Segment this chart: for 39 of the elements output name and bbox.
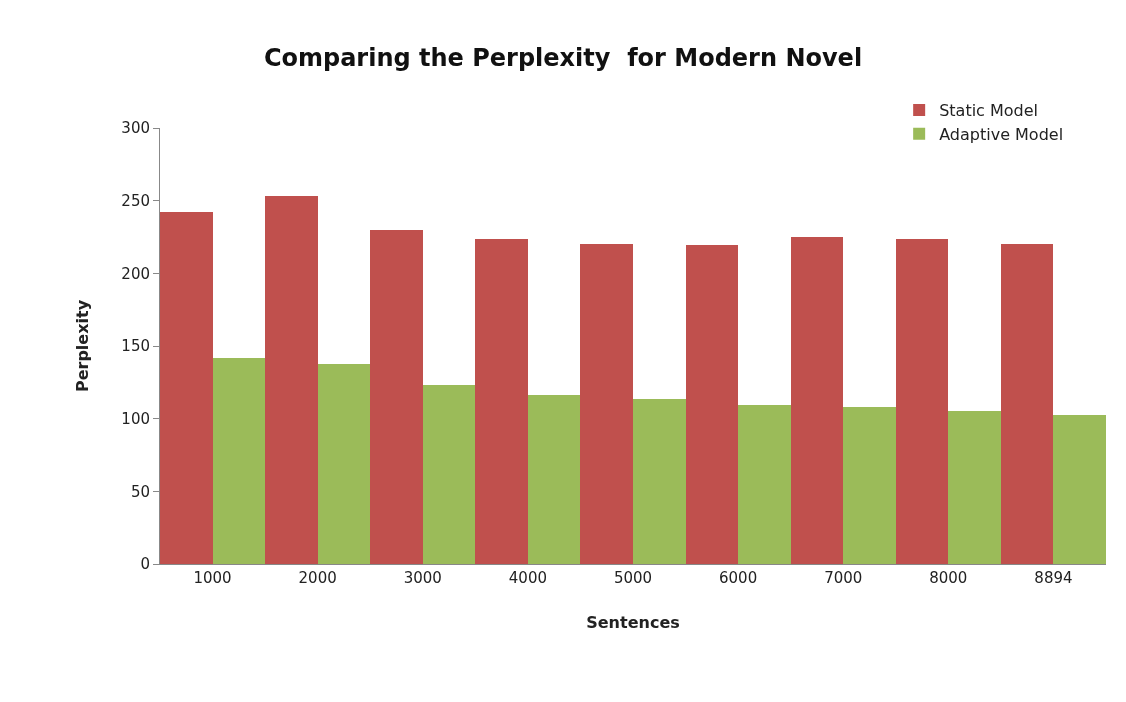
bar [1053,415,1106,564]
x-tick-label: 2000 [298,569,337,587]
x-tick-label: 5000 [613,569,653,587]
x-tick-label: 8894 [1034,569,1073,587]
bar [580,244,633,564]
chart-title: Comparing the Perplexity for Modern Novel [263,43,863,72]
bar [265,196,318,564]
bar [475,239,528,564]
legend-label: Static Model [939,101,1039,121]
bar [791,237,843,564]
bar [370,230,423,564]
bar [686,245,738,564]
x-axis-title: Sentences [586,612,680,632]
x-tick-label: 6000 [719,569,758,587]
y-tick-label: 100 [121,409,150,428]
y-tick-label: 0 [140,555,150,574]
bar [633,399,686,564]
x-tick-label: 8000 [929,569,968,587]
y-tick-label: 50 [130,482,150,501]
bar [528,395,580,564]
bar [318,364,370,564]
y-tick-label: 200 [121,264,150,283]
bar [896,239,948,564]
bar [738,405,791,564]
x-tick-label: 1000 [193,569,232,587]
bar [213,358,265,564]
x-tick-label: 4000 [508,569,547,587]
y-tick-label: 150 [121,337,150,356]
y-tick-label: 250 [121,191,150,210]
bar [160,212,213,564]
bar [423,385,475,564]
x-tick-label: 7000 [824,569,863,587]
bar [843,407,896,564]
legend-label: Adaptive Model [939,125,1064,145]
y-tick-label: 300 [121,119,150,138]
bar [948,411,1001,564]
x-tick-label: 3000 [403,569,442,587]
y-axis-title: Perplexity [73,299,93,393]
bar [1001,244,1053,564]
